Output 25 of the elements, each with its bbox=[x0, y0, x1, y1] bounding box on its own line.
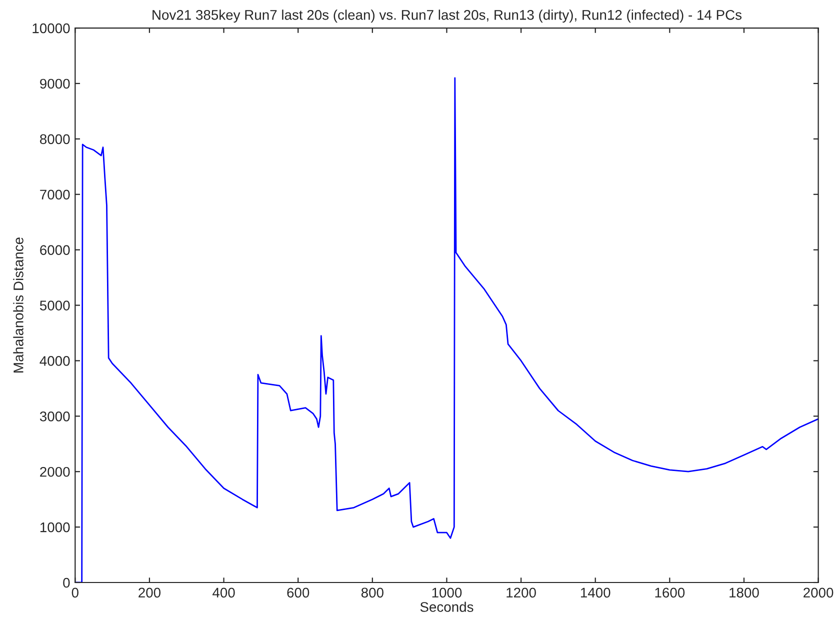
x-tick-label: 1400 bbox=[580, 588, 610, 598]
x-tick-label: 600 bbox=[287, 588, 310, 598]
y-tick-label: 8000 bbox=[40, 134, 70, 144]
y-tick-label: 10000 bbox=[32, 23, 70, 34]
y-tick-label: 3000 bbox=[40, 412, 70, 422]
chart-title: Nov21 385key Run7 last 20s (clean) vs. Run7 last 20s, Run13 (dirty), Run12 (infected) - 14 PCs bbox=[152, 10, 742, 23]
x-tick-label: 1600 bbox=[655, 588, 685, 598]
x-tick-label: 1000 bbox=[432, 588, 462, 598]
y-tick-label: 7000 bbox=[40, 190, 70, 200]
y-tick-label: 1000 bbox=[40, 522, 70, 532]
x-tick-label: 1800 bbox=[730, 588, 759, 598]
y-axis-title: Mahalanobis Distance bbox=[13, 238, 24, 372]
y-tick-label: 9000 bbox=[40, 78, 70, 89]
x-tick-label: 800 bbox=[361, 588, 384, 598]
x-axis-title: Seconds bbox=[420, 602, 474, 612]
x-tick-label: 400 bbox=[212, 588, 235, 598]
y-tick-label: 2000 bbox=[40, 466, 70, 477]
y-tick-label: 5000 bbox=[40, 300, 70, 310]
x-tick-label: 1200 bbox=[506, 588, 536, 598]
y-tick-label: 0 bbox=[63, 578, 70, 588]
y-tick-label: 6000 bbox=[40, 245, 70, 255]
x-tick-label: 2000 bbox=[804, 588, 834, 598]
y-tick-label: 4000 bbox=[40, 356, 70, 366]
x-tick-label: 0 bbox=[72, 588, 78, 598]
x-tick-label: 200 bbox=[138, 588, 161, 598]
